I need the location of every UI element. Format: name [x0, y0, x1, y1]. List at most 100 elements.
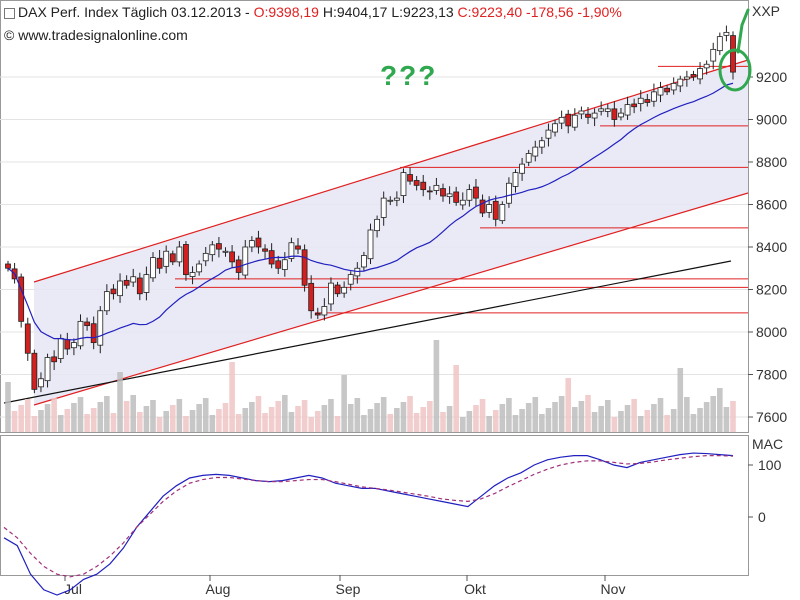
- x-tick-label: Nov: [601, 581, 626, 597]
- volume-bar: [433, 340, 440, 432]
- candle-body: [466, 189, 473, 201]
- volume-bar: [684, 397, 690, 432]
- volume-bar: [57, 415, 64, 432]
- candle-body: [64, 339, 71, 350]
- volume-bar: [552, 402, 558, 432]
- y-tick-label: 9200: [756, 69, 787, 85]
- volume-bar: [440, 412, 446, 432]
- candle-body: [103, 291, 110, 312]
- candle-body: [644, 99, 651, 103]
- candle-body: [209, 244, 216, 256]
- candle-body: [163, 250, 170, 267]
- volume-bar: [51, 398, 57, 432]
- volume-bar: [532, 397, 539, 432]
- macd-line: [3, 452, 734, 596]
- candle-body: [334, 284, 341, 295]
- volume-bar: [598, 406, 604, 432]
- candle-body: [176, 246, 183, 263]
- candle-body: [90, 323, 97, 344]
- volume-bar: [512, 415, 519, 432]
- candle-body: [683, 76, 690, 80]
- candle-body: [117, 280, 123, 297]
- candle-body: [631, 103, 638, 108]
- candle-body: [558, 116, 565, 124]
- volume-bar: [374, 403, 380, 432]
- candle-body: [354, 267, 361, 277]
- volume-bar: [156, 417, 163, 432]
- volume-bar: [354, 398, 361, 432]
- candle-body: [670, 82, 677, 91]
- candle-body: [492, 200, 499, 220]
- volume-bar: [446, 406, 453, 432]
- volume-bar: [5, 382, 11, 432]
- volume-bar: [657, 398, 664, 432]
- volume-bar: [229, 362, 235, 432]
- candle-body: [446, 193, 453, 198]
- candle-body: [288, 242, 295, 259]
- candle-body: [585, 113, 591, 118]
- macd-title: MAC: [752, 436, 783, 452]
- volume-bar: [328, 399, 334, 432]
- volume-bar: [604, 400, 611, 432]
- y-tick-label: 8600: [756, 197, 787, 213]
- candle-body: [57, 337, 64, 359]
- volume-bar: [545, 408, 552, 432]
- candle-body: [156, 257, 163, 269]
- volume-bar: [677, 368, 684, 432]
- volume-bar: [169, 405, 176, 432]
- volume-bar: [420, 407, 427, 432]
- candle-body: [202, 252, 209, 262]
- candle-body: [183, 244, 189, 276]
- volume-bar: [308, 417, 314, 432]
- volume-bar: [163, 411, 169, 432]
- candle-body: [598, 108, 605, 112]
- volume-bar: [473, 405, 479, 432]
- candle-body: [123, 279, 130, 286]
- candle-body: [664, 87, 670, 93]
- volume-bar: [730, 401, 736, 432]
- volume-bar: [427, 401, 433, 432]
- volume-bar: [150, 400, 156, 432]
- macd-panel-frame: [0, 435, 749, 576]
- volume-bar: [367, 409, 374, 432]
- candle-body: [189, 272, 196, 277]
- candle-body: [433, 184, 440, 191]
- volume-bar: [506, 398, 512, 432]
- candle-body: [479, 199, 486, 214]
- volume-bar: [407, 396, 413, 432]
- candle-body: [262, 248, 268, 252]
- candle-body: [229, 251, 235, 263]
- candle-body: [248, 240, 255, 248]
- source-credit: © www.tradesignalonline.com: [4, 27, 188, 43]
- volume-bar: [209, 415, 216, 432]
- header-close: C:9223,40 -178,56 -1,90%: [457, 4, 622, 20]
- y-tick-label: 8800: [756, 154, 787, 170]
- volume-bar: [222, 403, 229, 432]
- candle-body: [459, 199, 466, 206]
- volume-bar: [651, 404, 657, 432]
- volume-bar: [453, 365, 459, 432]
- candle-body: [150, 257, 156, 279]
- volume-bar: [282, 395, 288, 432]
- candle-body: [420, 181, 427, 191]
- volume-bar: [413, 413, 420, 432]
- candle-body: [473, 186, 479, 199]
- volume-bar: [255, 396, 262, 432]
- volume-bar: [578, 401, 585, 432]
- candle-body: [538, 140, 545, 148]
- header-date: 03.12.2013: [171, 4, 242, 20]
- collapse-box-icon[interactable]: [4, 7, 15, 19]
- volume-bar: [143, 406, 150, 432]
- volume-bar: [394, 408, 400, 432]
- volume-bar: [275, 401, 282, 432]
- volume-bar: [459, 417, 466, 432]
- candle-body: [400, 172, 407, 196]
- candle-body: [242, 246, 249, 276]
- candle-body: [453, 191, 460, 203]
- y-tick-label: 7800: [756, 367, 787, 383]
- volume-bar: [631, 399, 637, 432]
- volume-bar: [64, 409, 71, 432]
- candle-body: [110, 288, 117, 295]
- volume-bar: [492, 410, 499, 432]
